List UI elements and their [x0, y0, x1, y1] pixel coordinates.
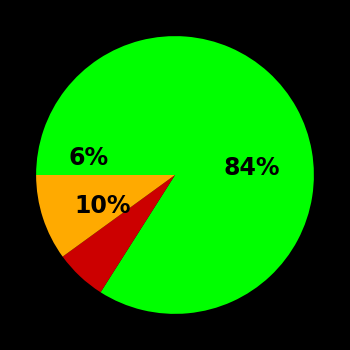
Wedge shape: [63, 175, 175, 292]
Text: 84%: 84%: [223, 156, 280, 180]
Text: 10%: 10%: [75, 194, 131, 218]
Wedge shape: [36, 175, 175, 257]
Text: 6%: 6%: [69, 146, 109, 170]
Wedge shape: [36, 36, 314, 314]
